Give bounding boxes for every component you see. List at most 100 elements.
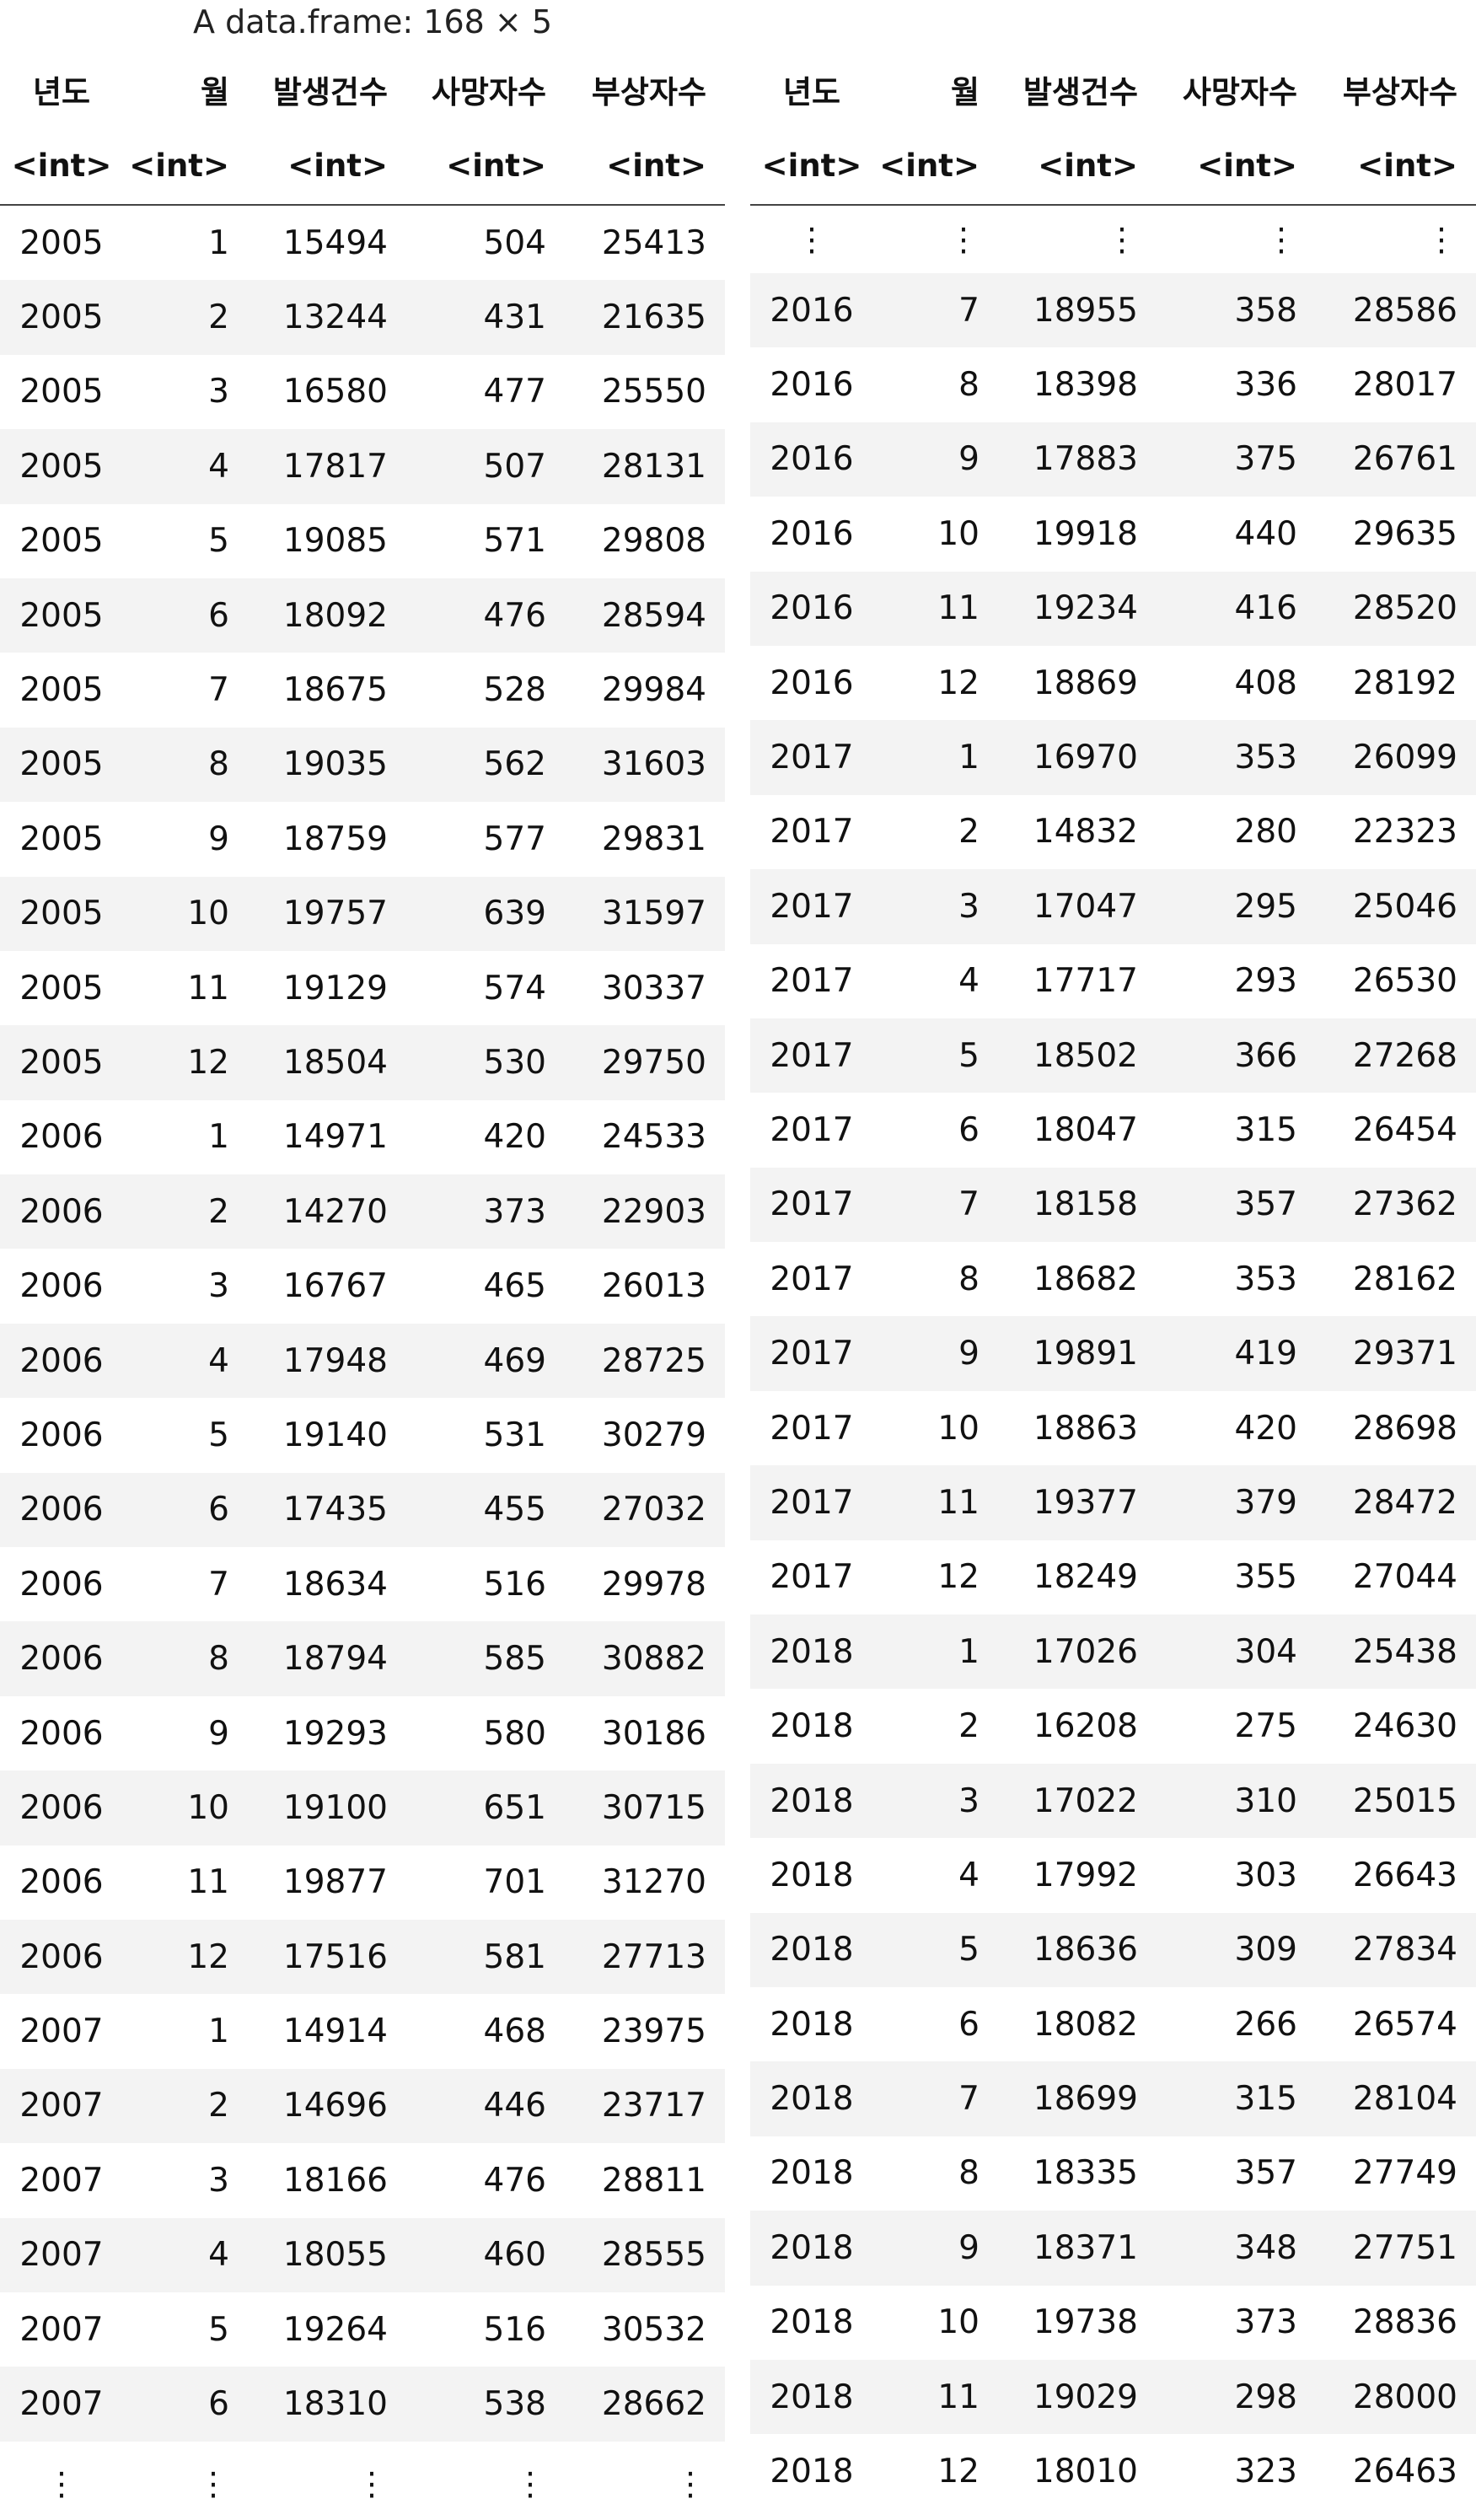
table-cell: 2007 bbox=[0, 2217, 123, 2292]
column-type-injuries: <int> bbox=[606, 147, 706, 184]
table-cell: 18335 bbox=[1033, 2154, 1138, 2193]
table-cell: 26761 bbox=[1316, 422, 1476, 497]
table-row: 2018 1 17026 304 25438 bbox=[750, 1615, 1476, 1690]
table-cell: 19918 bbox=[1033, 514, 1138, 553]
table-cell: 373 bbox=[406, 1174, 565, 1249]
table-cell: 2018 bbox=[750, 2359, 873, 2435]
table-cell: 2018 bbox=[770, 2303, 854, 2342]
table-cell: 577 bbox=[483, 819, 546, 858]
table-cell: 27834 bbox=[1316, 1912, 1476, 1987]
table-cell: 10 bbox=[937, 514, 980, 553]
table-cell: 19757 bbox=[248, 876, 406, 951]
table-row: 2006 7 18634 516 29978 bbox=[0, 1547, 725, 1621]
table-cell: 9 bbox=[873, 1316, 998, 1391]
table-cell: 27751 bbox=[1316, 2211, 1476, 2286]
table-cell: ⋮ bbox=[1106, 221, 1138, 258]
table-row: 2006 9 19293 580 30186 bbox=[0, 1696, 725, 1770]
table-cell: 2005 bbox=[0, 429, 123, 504]
table-cell: 17022 bbox=[998, 1763, 1157, 1839]
table-cell: 6 bbox=[123, 2367, 248, 2442]
table-cell: 19234 bbox=[998, 571, 1157, 646]
table-cell: 28555 bbox=[565, 2217, 725, 2292]
table-cell: 528 bbox=[483, 671, 546, 710]
table-cell: 419 bbox=[1157, 1316, 1316, 1391]
table-cell: 19035 bbox=[248, 727, 406, 803]
table-row: 2017 4 17717 293 26530 bbox=[750, 944, 1476, 1018]
table-cell: 2006 bbox=[0, 1770, 123, 1846]
table-cell: 9 bbox=[208, 819, 229, 858]
column-header-year: 년도 bbox=[782, 74, 841, 110]
table-cell: 7 bbox=[873, 2061, 998, 2136]
table-cell: 13244 bbox=[248, 280, 406, 355]
column-type-year: <int> bbox=[761, 147, 862, 184]
table-cell: 28131 bbox=[565, 429, 725, 504]
table-cell: 2007 bbox=[19, 2310, 104, 2349]
table-cell: 27362 bbox=[1316, 1167, 1476, 1243]
table-cell: 11 bbox=[187, 969, 229, 1007]
table-cell: 19085 bbox=[282, 522, 388, 561]
table-cell: 18502 bbox=[998, 1018, 1157, 1093]
table-cell: 18794 bbox=[248, 1621, 406, 1696]
table-cell: 26643 bbox=[1352, 1856, 1457, 1894]
column-header-injuries: 부상자수 bbox=[591, 74, 706, 110]
column-header-row: 년도 월 발생건수 사망자수 부상자수 bbox=[750, 52, 1476, 126]
table-cell: 6 bbox=[123, 578, 248, 653]
table-cell: 2017 bbox=[750, 1018, 873, 1093]
table-cell: 17047 bbox=[998, 869, 1157, 944]
table-cell: ⋮ bbox=[46, 2465, 78, 2503]
table-cell: 2006 bbox=[19, 1416, 104, 1454]
table-cell: 10 bbox=[937, 1409, 980, 1448]
table-cell: 23717 bbox=[565, 2068, 725, 2144]
table-cell: 18398 bbox=[1033, 366, 1138, 405]
table-cell: 27713 bbox=[565, 1919, 725, 1995]
table-cell: 27044 bbox=[1352, 1558, 1457, 1597]
table-cell: 504 bbox=[483, 223, 546, 262]
table-cell: 2006 bbox=[0, 1621, 123, 1696]
table-cell: 2006 bbox=[0, 1919, 123, 1995]
table-cell: 2017 bbox=[770, 1110, 854, 1149]
table-row: 2005 9 18759 577 29831 bbox=[0, 802, 725, 876]
table-cell: 2 bbox=[958, 813, 980, 852]
table-row: 2017 8 18682 353 28162 bbox=[750, 1242, 1476, 1316]
table-cell: 18158 bbox=[998, 1167, 1157, 1243]
column-header-accidents: 발생건수 bbox=[1022, 74, 1138, 110]
column-type-deaths: <int> bbox=[446, 147, 546, 184]
data-table-right: 년도 월 발생건수 사망자수 부상자수 <int> <int> <int> <i… bbox=[750, 52, 1476, 2509]
table-cell: 2007 bbox=[19, 2012, 104, 2051]
table-cell: 440 bbox=[1234, 514, 1297, 553]
table-row: 2007 2 14696 446 23717 bbox=[0, 2068, 725, 2144]
table-cell: 639 bbox=[406, 876, 565, 951]
table-cell: 9 bbox=[873, 422, 998, 497]
table-cell: 2018 bbox=[770, 2453, 854, 2491]
table-cell: 25015 bbox=[1316, 1763, 1476, 1839]
table-cell: 5 bbox=[208, 522, 229, 561]
table-cell: 22903 bbox=[565, 1174, 725, 1249]
table-cell: 2017 bbox=[770, 1260, 854, 1298]
column-type-row: <int> <int> <int> <int> <int> bbox=[0, 126, 725, 205]
table-cell: 19293 bbox=[282, 1714, 388, 1753]
column-header-injuries: 부상자수 bbox=[1342, 74, 1457, 110]
table-cell: 19029 bbox=[998, 2359, 1157, 2435]
column-header-year: 년도 bbox=[32, 74, 91, 110]
table-cell: 15494 bbox=[282, 223, 388, 262]
table-cell: 585 bbox=[406, 1621, 565, 1696]
table-cell: ⋮ bbox=[1265, 221, 1297, 258]
table-cell: 8 bbox=[123, 727, 248, 803]
column-type-month: <int> bbox=[879, 147, 980, 184]
table-row: 2017 6 18047 315 26454 bbox=[750, 1093, 1476, 1167]
table-cell: 2016 bbox=[750, 571, 873, 646]
table-cell: 29831 bbox=[601, 819, 706, 858]
table-cell: 2018 bbox=[750, 1615, 873, 1690]
table-cell: 17516 bbox=[248, 1919, 406, 1995]
ellipsis-row: ⋮ ⋮ ⋮ ⋮ ⋮ bbox=[0, 2442, 725, 2520]
table-row: 2006 1 14971 420 24533 bbox=[0, 1100, 725, 1174]
table-cell: 5 bbox=[873, 1912, 998, 1987]
table-cell: 25046 bbox=[1316, 869, 1476, 944]
table-cell: 293 bbox=[1234, 962, 1297, 1001]
table-cell: 531 bbox=[483, 1416, 546, 1454]
table-cell: 8 bbox=[958, 366, 980, 405]
table-cell: 298 bbox=[1157, 2359, 1316, 2435]
table-cell: 18504 bbox=[248, 1025, 406, 1100]
table-cell: 14696 bbox=[248, 2068, 406, 2144]
table-row: 2016 8 18398 336 28017 bbox=[750, 347, 1476, 422]
